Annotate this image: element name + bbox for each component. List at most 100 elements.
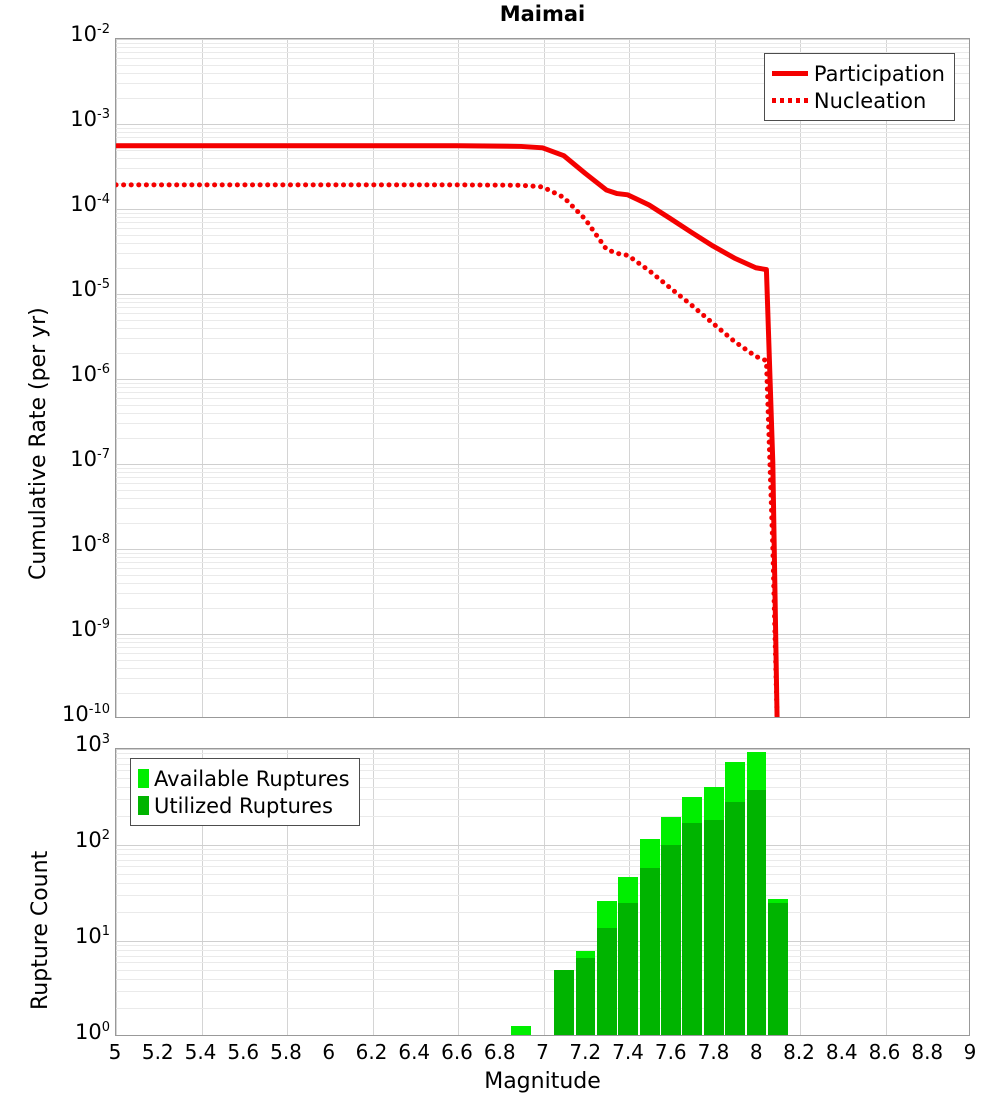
gridline-vertical: [714, 749, 716, 1035]
bar-available-ruptures: [554, 970, 575, 1035]
bar-available-ruptures: [575, 951, 596, 1035]
bar-available-ruptures: [767, 899, 788, 1035]
gridline-minor: [116, 873, 969, 875]
gridline-major: [116, 941, 969, 942]
gridline-vertical: [372, 749, 374, 1035]
top-chart-legend: Participation Nucleation: [763, 53, 955, 121]
x-tick-label: 7: [536, 1040, 549, 1064]
gridline-vertical: [885, 749, 887, 1035]
curve-nucleation: [116, 182, 780, 717]
y-tick-label: 10-7: [70, 447, 110, 471]
dotted-line-swatch-icon: [771, 98, 808, 103]
y-tick-label: 10-10: [62, 702, 110, 726]
gridline-minor: [116, 912, 969, 914]
gridline-minor: [116, 945, 969, 947]
x-tick-label: 6.6: [441, 1040, 473, 1064]
y-tick-label: 10-3: [70, 107, 110, 131]
legend-item-nucleation[interactable]: Nucleation: [771, 87, 945, 114]
bar-available-ruptures: [639, 839, 660, 1035]
gridline-minor: [116, 979, 969, 981]
y-tick-label: 10-5: [70, 277, 110, 301]
legend-label-participation: Participation: [813, 61, 945, 86]
x-tick-label: 8: [749, 1040, 763, 1064]
x-tick-label: 5.8: [270, 1040, 302, 1064]
x-tick-label: 6.4: [398, 1040, 431, 1064]
gridline-minor: [116, 859, 969, 861]
x-tick-label: 8.4: [825, 1040, 858, 1064]
x-tick-label: 5.4: [184, 1040, 217, 1064]
legend-label-utilized-ruptures: Utilized Ruptures: [154, 793, 333, 818]
y-tick-label: 103: [74, 732, 110, 756]
bar-available-ruptures: [618, 877, 639, 1035]
gridline-minor: [116, 866, 969, 868]
gridline-vertical: [116, 749, 117, 1035]
legend-label-nucleation: Nucleation: [813, 88, 927, 113]
bar-utilized-ruptures: [554, 970, 575, 1035]
y-tick-label: 10-9: [70, 617, 110, 641]
available-ruptures-swatch-icon: [138, 769, 149, 788]
x-tick-label: 6.2: [355, 1040, 388, 1064]
gridline-vertical: [458, 749, 459, 1035]
y-tick-label: 10-8: [70, 532, 110, 556]
top-chart-y-axis-label: Cumulative Rate (per yr): [26, 307, 51, 580]
bar-available-ruptures: [746, 752, 767, 1035]
gridline-minor: [116, 753, 969, 755]
x-tick-label: 7.8: [697, 1040, 730, 1064]
legend-item-available-ruptures[interactable]: Available Ruptures: [138, 765, 350, 792]
x-tick-label: 5.2: [141, 1040, 174, 1064]
y-tick-label: 102: [74, 828, 110, 852]
bar-utilized-ruptures: [682, 823, 703, 1035]
y-tick-label: 10-6: [70, 362, 110, 386]
gridline-vertical: [543, 749, 545, 1035]
x-tick-label: 7.2: [569, 1040, 602, 1064]
gridline-minor: [116, 849, 969, 851]
gridline-vertical: [800, 749, 801, 1035]
bottom-chart-legend: Available Ruptures Utilized Ruptures: [130, 758, 360, 826]
x-tick-label: 8.8: [911, 1040, 944, 1064]
x-tick-label: 7.4: [612, 1040, 644, 1064]
gridline-minor: [116, 1008, 969, 1010]
y-tick-label: 101: [74, 924, 110, 948]
x-tick-label: 5: [108, 1040, 122, 1064]
rupture-count-plot: Available Ruptures Utilized Ruptures: [115, 748, 970, 1036]
y-tick-label: 10-2: [70, 22, 110, 46]
cumulative-rate-plot: Participation Nucleation: [115, 38, 970, 718]
x-tick-label: 9: [963, 1040, 977, 1064]
gridline-minor: [116, 962, 969, 964]
bar-available-ruptures: [703, 787, 724, 1035]
gridline-major: [116, 749, 969, 750]
x-tick-label: 5.6: [227, 1040, 260, 1064]
legend-label-available-ruptures: Available Ruptures: [154, 766, 350, 791]
x-axis-label: Magnitude: [484, 1069, 601, 1094]
bar-utilized-ruptures: [661, 845, 681, 1035]
bar-available-ruptures: [661, 817, 681, 1035]
legend-item-utilized-ruptures[interactable]: Utilized Ruptures: [138, 792, 350, 819]
x-tick-label: 7.6: [654, 1040, 687, 1064]
legend-item-participation[interactable]: Participation: [771, 60, 945, 87]
gridline-minor: [116, 991, 969, 993]
curve-participation: [116, 143, 780, 717]
utilized-ruptures-swatch-icon: [138, 796, 149, 815]
gridline-minor: [116, 895, 969, 897]
gridline-minor: [116, 883, 969, 885]
gridline-minor: [116, 854, 969, 856]
gridline-vertical: [629, 749, 630, 1035]
bottom-chart-y-axis-label: Rupture Count: [28, 850, 53, 1010]
bar-available-ruptures: [511, 1026, 532, 1035]
bar-utilized-ruptures: [618, 902, 639, 1035]
cumulative-rate-curves: [116, 143, 780, 717]
bar-utilized-ruptures: [575, 957, 596, 1035]
solid-line-swatch-icon: [771, 71, 808, 76]
y-tick-label: 10-4: [70, 192, 110, 216]
bar-utilized-ruptures: [746, 789, 767, 1035]
gridline-minor: [116, 969, 969, 971]
y-tick-label: 100: [74, 1020, 110, 1044]
bar-utilized-ruptures: [703, 819, 724, 1035]
x-tick-label: 6: [322, 1040, 336, 1064]
x-tick-label: 8.6: [868, 1040, 901, 1064]
gridline-minor: [116, 955, 969, 957]
x-tick-label: 8.2: [783, 1040, 815, 1064]
page-title: Maimai: [499, 2, 586, 26]
bar-available-ruptures: [725, 761, 746, 1035]
